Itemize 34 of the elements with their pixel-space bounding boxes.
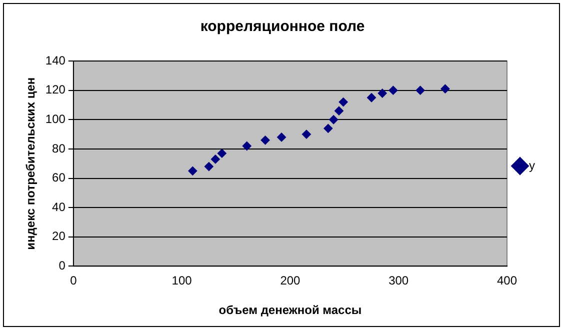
x-tick-label: 400 [496, 274, 518, 288]
x-tick-label: 0 [70, 274, 78, 288]
y-tick-label: 40 [52, 200, 66, 214]
point [204, 162, 214, 172]
y-tick-label: 80 [52, 141, 66, 156]
point [217, 148, 226, 158]
point [188, 166, 198, 176]
y-tick-label: 20 [52, 229, 66, 244]
point [334, 106, 344, 116]
legend-label: y [529, 158, 535, 172]
x-tick-label: 100 [172, 274, 192, 288]
y-tick-label: 0 [58, 258, 66, 273]
point [378, 88, 387, 98]
y-tick-label: 100 [45, 112, 66, 126]
y-tick-label: 140 [45, 53, 66, 68]
point [440, 84, 450, 94]
y-axis-title: индекс потребительских цен [24, 77, 38, 250]
y-tick-label: 60 [52, 170, 66, 185]
point [367, 93, 376, 102]
point [338, 98, 348, 107]
point [329, 115, 338, 124]
point [210, 154, 220, 164]
x-tick-label: 300 [388, 274, 409, 288]
point [260, 136, 270, 145]
x-axis-title: объем денежной массы [218, 303, 362, 318]
chart-title: корреляционное поле [200, 18, 365, 36]
point [388, 86, 398, 95]
point [242, 142, 252, 151]
y-tick-label: 120 [45, 82, 66, 97]
point [324, 124, 333, 133]
point [416, 86, 425, 95]
x-tick-label: 200 [280, 274, 301, 288]
point [302, 130, 311, 139]
point [277, 132, 286, 142]
